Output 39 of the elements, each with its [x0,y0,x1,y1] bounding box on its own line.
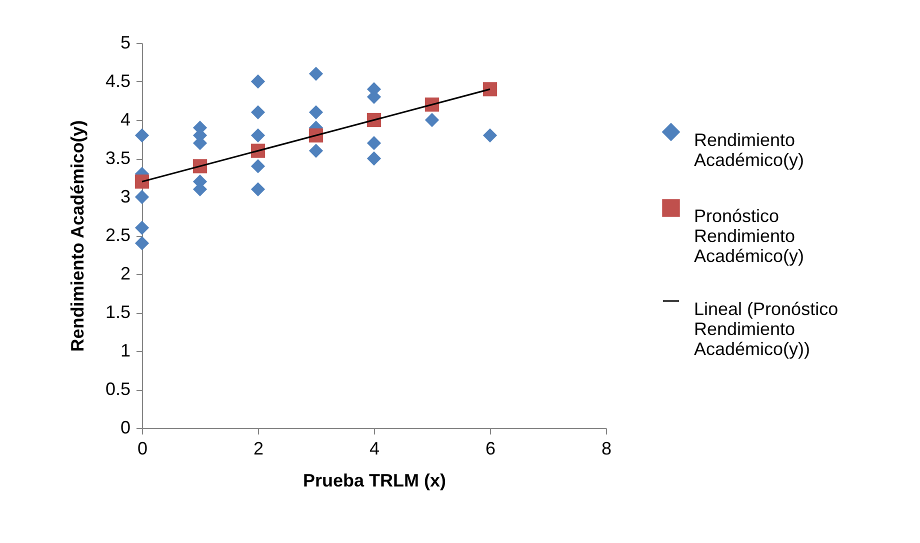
point [250,105,266,120]
x-tick-label: 2 [253,438,264,458]
point [250,128,266,142]
x-tick-label: 6 [485,438,496,458]
y-tick-label: 1.5 [105,302,130,322]
point [250,159,266,174]
point [424,112,440,128]
y-tick-label: 2 [120,264,130,284]
point [250,182,266,196]
x-tick-label: 8 [601,438,612,458]
legend-label: Lineal (Pronóstico Rendimiento Académico(y)) [694,299,838,359]
y-tick-label: 1 [120,340,130,360]
point [482,82,498,96]
y-tick-label: 3.5 [105,148,130,168]
point [134,236,150,250]
point [308,105,324,120]
y-tick-label: 4.5 [105,71,130,91]
legend-label: Rendimiento Académico(y) [694,130,804,170]
point [308,66,324,81]
point [134,190,150,204]
y-tick-label: 2.5 [105,225,130,245]
point [134,220,150,235]
point [134,128,150,142]
y-tick-label: 5 [120,32,130,52]
x-tick-label: 4 [369,438,380,458]
y-tick-label: 3 [120,186,130,206]
y-tick-label: 4 [120,110,130,130]
point [482,128,498,142]
point [366,151,382,166]
point [308,144,324,158]
x-axis-title: Prueba TRLM (x) [302,470,446,490]
point [366,136,382,150]
point [250,74,266,89]
y-axis-title: Rendimiento Académico(y) [67,120,88,352]
point [134,174,150,189]
y-tick-label: 0 [120,418,130,438]
x-tick-label: 0 [137,438,148,458]
legend-label: Pronóstico Rendimiento Académico(y) [694,206,804,266]
y-tick-label: 0.5 [105,379,130,399]
